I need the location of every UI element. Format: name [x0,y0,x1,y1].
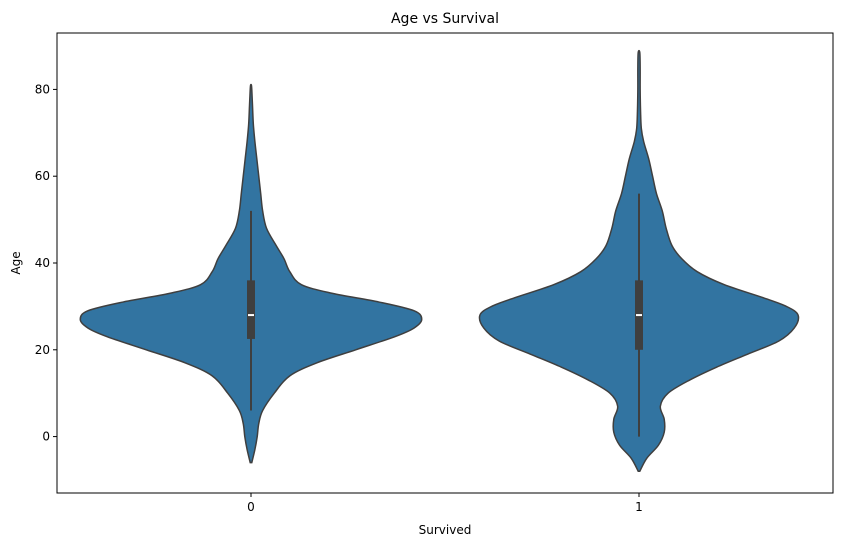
y-tick-label: 60 [35,169,50,183]
violin-layer [79,49,800,473]
x-tick-label: 0 [247,500,255,514]
y-axis-title: Age [9,251,23,274]
y-tick-label: 20 [35,343,50,357]
x-axis-title: Survived [419,523,472,537]
y-tick-label: 40 [35,256,50,270]
y-axis: 0 20 40 60 80 [35,82,57,444]
chart-title: Age vs Survival [391,11,499,27]
plot-frame [56,32,834,494]
y-tick-label: 80 [35,82,50,96]
y-tick-label: 0 [42,430,50,444]
violin-iqr-box-0 [247,280,255,339]
x-tick-label: 1 [635,500,643,514]
